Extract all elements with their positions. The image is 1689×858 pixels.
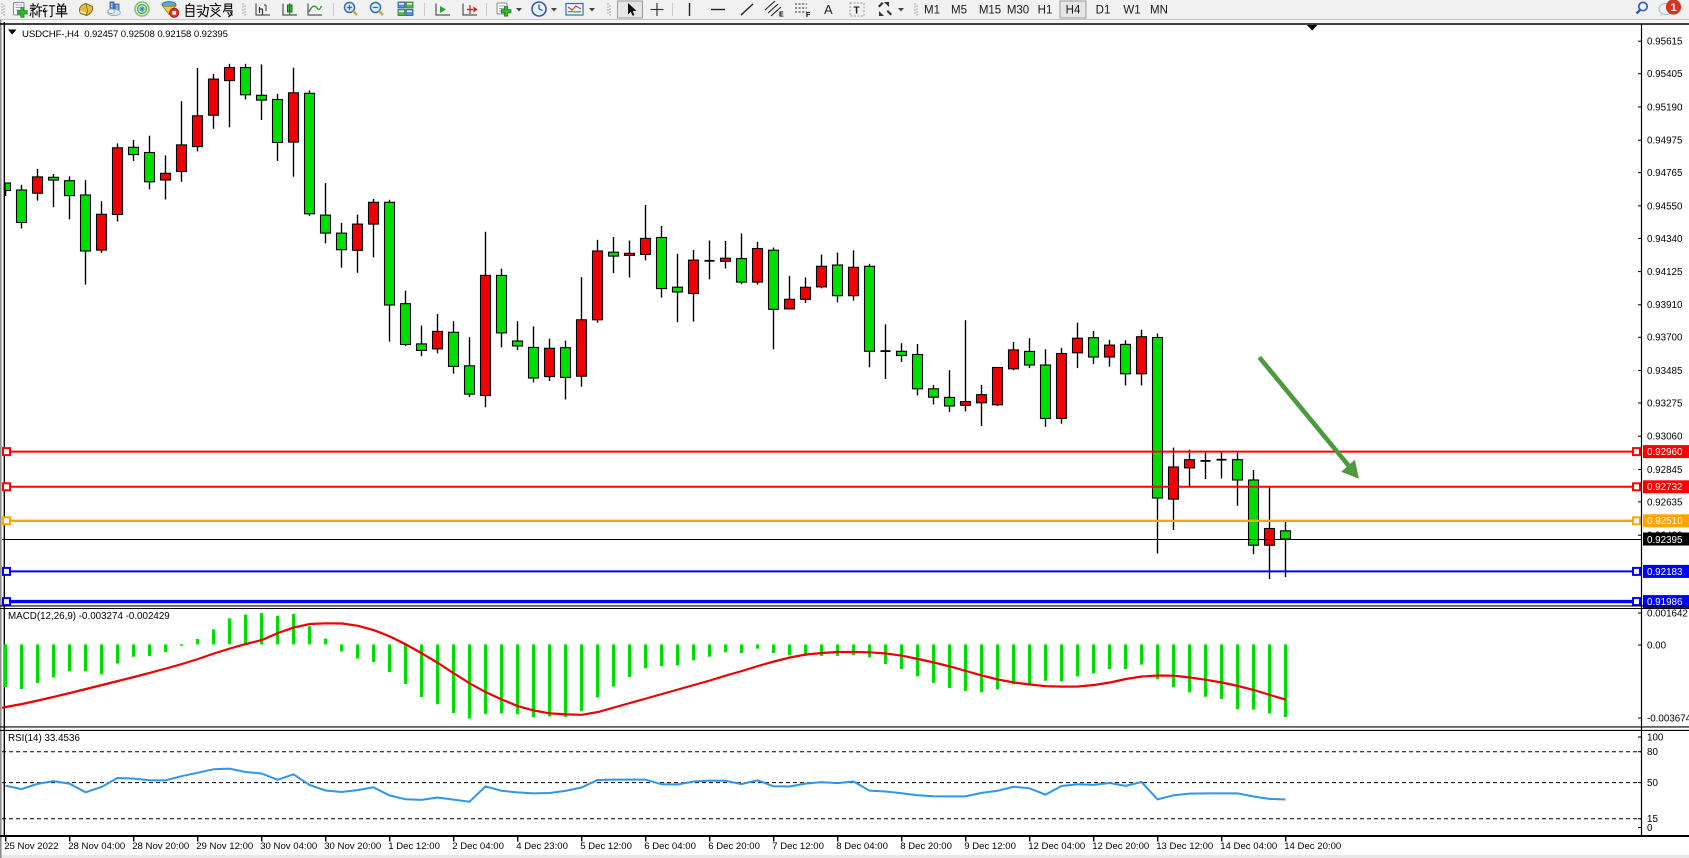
- svg-text:M15: M15: [979, 5, 1001, 17]
- svg-text:28 Nov 04:00: 28 Nov 04:00: [68, 841, 125, 852]
- svg-text:25 Nov 2022: 25 Nov 2022: [4, 841, 58, 852]
- svg-text:0.92732: 0.92732: [1647, 482, 1682, 493]
- svg-text:5 Dec 12:00: 5 Dec 12:00: [580, 841, 632, 852]
- svg-text:H1: H1: [1038, 5, 1053, 17]
- svg-text:8 Dec 20:00: 8 Dec 20:00: [900, 841, 952, 852]
- svg-text:14 Dec 04:00: 14 Dec 04:00: [1220, 841, 1277, 852]
- svg-text:6 Dec 20:00: 6 Dec 20:00: [708, 841, 760, 852]
- svg-text:12 Dec 04:00: 12 Dec 04:00: [1028, 841, 1085, 852]
- svg-text:1 Dec 12:00: 1 Dec 12:00: [388, 841, 440, 852]
- svg-text:USDCHF-,H4 0.92457 0.92508 0.: USDCHF-,H4 0.92457 0.92508 0.92158 0.923…: [22, 29, 228, 40]
- svg-text:0.91986: 0.91986: [1647, 597, 1683, 608]
- svg-text:0.93485: 0.93485: [1647, 366, 1683, 377]
- svg-text:8 Dec 04:00: 8 Dec 04:00: [836, 841, 888, 852]
- svg-text:0.001642: 0.001642: [1647, 608, 1688, 619]
- svg-text:30 Nov 04:00: 30 Nov 04:00: [260, 841, 317, 852]
- svg-text:12 Dec 20:00: 12 Dec 20:00: [1092, 841, 1149, 852]
- svg-text:0.94765: 0.94765: [1647, 168, 1683, 179]
- svg-text:0.93275: 0.93275: [1647, 398, 1683, 409]
- svg-text:13 Dec 12:00: 13 Dec 12:00: [1156, 841, 1213, 852]
- svg-text:0.94975: 0.94975: [1647, 136, 1683, 147]
- svg-text:0.93700: 0.93700: [1647, 333, 1683, 344]
- svg-text:RSI(14) 33.4536: RSI(14) 33.4536: [8, 733, 80, 744]
- svg-text:-0.003674: -0.003674: [1647, 713, 1689, 724]
- svg-text:M1: M1: [924, 5, 940, 17]
- svg-text:0.00: 0.00: [1647, 640, 1667, 651]
- svg-text:14 Dec 20:00: 14 Dec 20:00: [1284, 841, 1341, 852]
- svg-text:0.92960: 0.92960: [1647, 447, 1683, 458]
- svg-text:80: 80: [1647, 747, 1658, 758]
- svg-text:2 Dec 04:00: 2 Dec 04:00: [452, 841, 504, 852]
- svg-text:M30: M30: [1007, 5, 1029, 17]
- svg-text:0.92845: 0.92845: [1647, 465, 1683, 476]
- svg-text:0.92183: 0.92183: [1647, 567, 1683, 578]
- svg-text:0.94550: 0.94550: [1647, 201, 1683, 212]
- svg-text:7 Dec 12:00: 7 Dec 12:00: [772, 841, 824, 852]
- svg-text:0.92635: 0.92635: [1647, 497, 1683, 508]
- svg-text:MACD(12,26,9) -0.003274 -0.002: MACD(12,26,9) -0.003274 -0.002429: [8, 611, 170, 622]
- svg-text:0.94340: 0.94340: [1647, 234, 1683, 245]
- svg-text:0.93910: 0.93910: [1647, 300, 1683, 311]
- svg-text:MN: MN: [1150, 5, 1168, 17]
- svg-text:M5: M5: [951, 5, 967, 17]
- svg-text:0.92510: 0.92510: [1647, 516, 1683, 527]
- svg-text:100: 100: [1647, 732, 1664, 743]
- svg-text:0.95405: 0.95405: [1647, 69, 1683, 80]
- svg-text:T: T: [854, 6, 860, 17]
- svg-text:A: A: [824, 2, 833, 17]
- svg-text:D1: D1: [1096, 5, 1111, 17]
- svg-text:0.92395: 0.92395: [1647, 535, 1683, 546]
- svg-text:6 Dec 04:00: 6 Dec 04:00: [644, 841, 696, 852]
- svg-text:50: 50: [1647, 778, 1658, 789]
- svg-text:29 Nov 12:00: 29 Nov 12:00: [196, 841, 253, 852]
- svg-text:9 Dec 12:00: 9 Dec 12:00: [964, 841, 1016, 852]
- svg-text:F: F: [806, 12, 811, 19]
- svg-text:30 Nov 20:00: 30 Nov 20:00: [324, 841, 381, 852]
- svg-text:1: 1: [1670, 2, 1676, 14]
- svg-text:H4: H4: [1066, 5, 1081, 17]
- svg-text:E: E: [779, 12, 784, 19]
- svg-text:4 Dec 23:00: 4 Dec 23:00: [516, 841, 568, 852]
- svg-text:0: 0: [1647, 823, 1653, 834]
- svg-text:W1: W1: [1123, 5, 1140, 17]
- svg-text:0.95615: 0.95615: [1647, 37, 1683, 48]
- svg-text:0.95190: 0.95190: [1647, 102, 1683, 113]
- svg-text:0.93060: 0.93060: [1647, 432, 1683, 443]
- svg-text:15: 15: [1647, 814, 1658, 825]
- svg-text:0.94125: 0.94125: [1647, 267, 1683, 278]
- svg-text:28 Nov 20:00: 28 Nov 20:00: [132, 841, 189, 852]
